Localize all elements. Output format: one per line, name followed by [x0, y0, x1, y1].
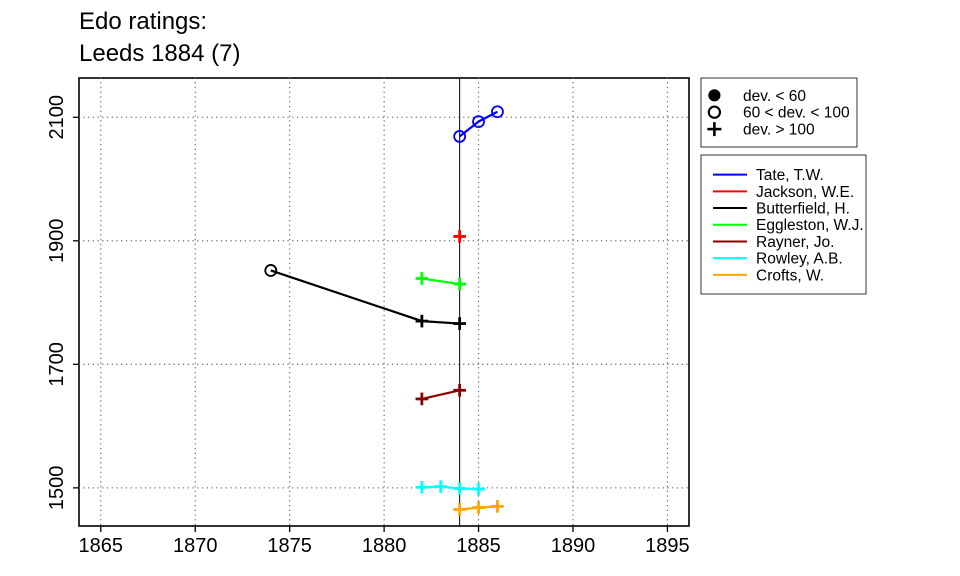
svg-text:1880: 1880 — [362, 535, 407, 557]
svg-text:1890: 1890 — [551, 535, 596, 557]
svg-text:1865: 1865 — [79, 535, 124, 557]
svg-text:Crofts, W.: Crofts, W. — [756, 267, 824, 284]
svg-text:1500: 1500 — [46, 466, 68, 511]
svg-text:Rayner, Jo.: Rayner, Jo. — [756, 234, 834, 251]
svg-text:60 < dev. < 100: 60 < dev. < 100 — [743, 105, 850, 122]
svg-text:1700: 1700 — [46, 342, 68, 387]
svg-text:Tate, T.W.: Tate, T.W. — [756, 167, 824, 184]
svg-text:1895: 1895 — [645, 535, 690, 557]
svg-text:Rowley, A.B.: Rowley, A.B. — [756, 251, 843, 268]
svg-text:1885: 1885 — [456, 535, 501, 557]
svg-text:1870: 1870 — [173, 535, 218, 557]
svg-text:2100: 2100 — [46, 95, 68, 140]
svg-text:1875: 1875 — [267, 535, 312, 557]
svg-text:1900: 1900 — [46, 219, 68, 264]
svg-text:dev. > 100: dev. > 100 — [743, 122, 815, 139]
svg-text:Eggleston, W.J.: Eggleston, W.J. — [756, 217, 864, 234]
svg-text:dev. < 60: dev. < 60 — [743, 88, 806, 105]
svg-text:Butterfield, H.: Butterfield, H. — [756, 201, 850, 218]
svg-text:Jackson, W.E.: Jackson, W.E. — [756, 184, 854, 201]
